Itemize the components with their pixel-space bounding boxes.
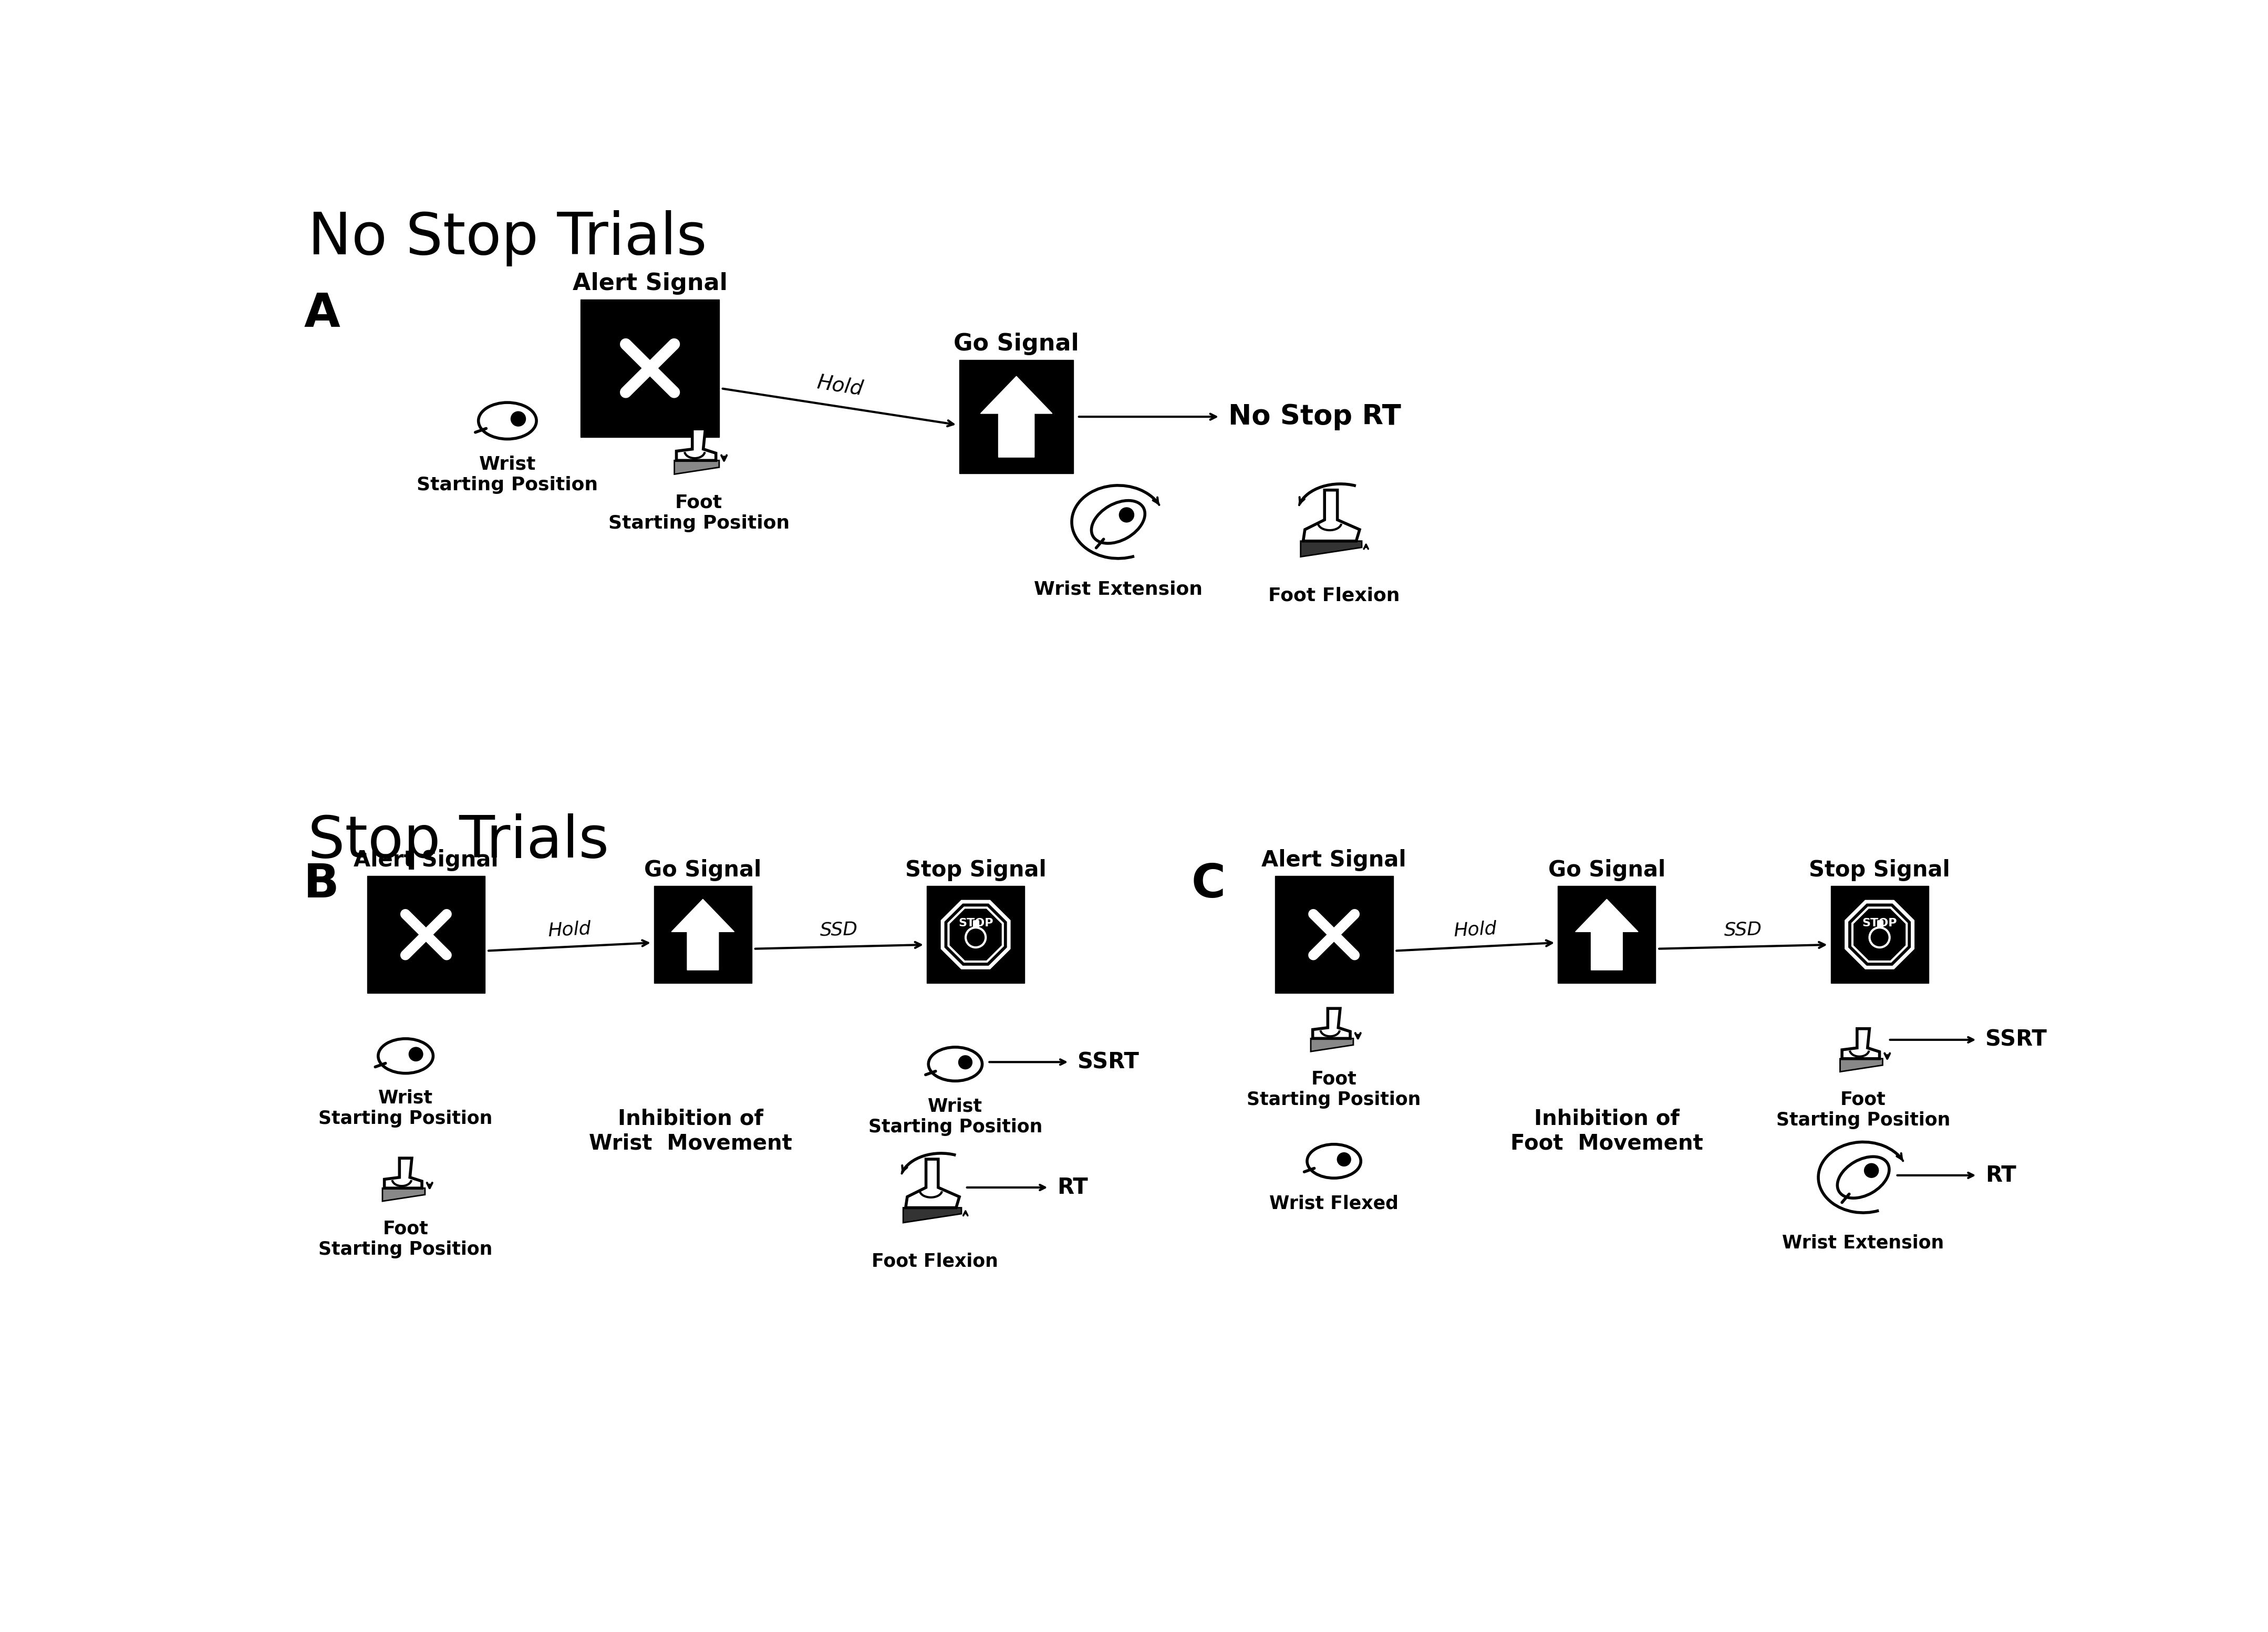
Bar [1830, 886, 1928, 982]
Text: Foot
Starting Position: Foot Starting Position [608, 493, 789, 532]
Polygon shape [676, 429, 717, 460]
Text: Wrist Extension: Wrist Extension [1783, 1234, 1944, 1252]
Text: SSD: SSD [819, 920, 857, 940]
Polygon shape [674, 460, 719, 475]
Text: Wrist
Starting Position: Wrist Starting Position [869, 1097, 1043, 1136]
Text: Alert Signal: Alert Signal [1261, 849, 1406, 871]
Text: A: A [304, 292, 340, 338]
Text: Wrist
Starting Position: Wrist Starting Position [318, 1089, 492, 1128]
Bar [581, 299, 719, 437]
Polygon shape [903, 1208, 962, 1222]
Text: Stop Signal: Stop Signal [1810, 858, 1950, 881]
Polygon shape [943, 902, 1009, 968]
Ellipse shape [479, 403, 538, 439]
Polygon shape [383, 1188, 424, 1201]
Circle shape [1864, 1164, 1878, 1178]
Polygon shape [1313, 1009, 1349, 1038]
Polygon shape [383, 1159, 422, 1188]
Ellipse shape [928, 1048, 982, 1080]
Text: SSRT: SSRT [1077, 1051, 1139, 1074]
Text: No Stop Trials: No Stop Trials [308, 211, 708, 266]
Bar [928, 886, 1025, 982]
Polygon shape [980, 377, 1052, 457]
Bar [653, 886, 751, 982]
Text: No Stop RT: No Stop RT [1227, 403, 1402, 431]
Polygon shape [1842, 1028, 1880, 1059]
Polygon shape [1300, 542, 1361, 557]
Bar [1558, 886, 1656, 982]
Bar [959, 361, 1073, 473]
Ellipse shape [1306, 1144, 1361, 1178]
Text: Alert Signal: Alert Signal [572, 273, 728, 294]
Text: Wrist
Starting Position: Wrist Starting Position [417, 455, 599, 494]
Text: Hold: Hold [547, 919, 592, 940]
Polygon shape [1304, 490, 1359, 542]
Text: Wrist Flexed: Wrist Flexed [1270, 1195, 1399, 1213]
Circle shape [1336, 1152, 1352, 1167]
Text: STOP: STOP [1862, 917, 1896, 929]
Text: RT: RT [1984, 1164, 2016, 1186]
Text: STOP: STOP [957, 917, 993, 929]
Polygon shape [1846, 902, 1912, 968]
Bar [367, 876, 485, 994]
Text: Foot Flexion: Foot Flexion [1268, 586, 1399, 604]
Text: Go Signal: Go Signal [953, 333, 1080, 356]
Text: Foot
Starting Position: Foot Starting Position [318, 1219, 492, 1258]
Polygon shape [671, 899, 735, 969]
Text: Inhibition of
Wrist  Movement: Inhibition of Wrist Movement [590, 1108, 792, 1154]
Text: Foot
Starting Position: Foot Starting Position [1247, 1071, 1422, 1108]
Text: Wrist Extension: Wrist Extension [1034, 581, 1202, 599]
Circle shape [1118, 508, 1134, 522]
Circle shape [957, 1056, 973, 1069]
Bar [1275, 876, 1393, 994]
Polygon shape [1311, 1038, 1354, 1051]
Text: Go Signal: Go Signal [1549, 858, 1665, 881]
Text: Stop Trials: Stop Trials [308, 813, 610, 870]
Circle shape [510, 411, 526, 426]
Polygon shape [1839, 1059, 1882, 1072]
Text: B: B [304, 862, 340, 907]
Text: Inhibition of
Foot  Movement: Inhibition of Foot Movement [1510, 1108, 1703, 1154]
Text: RT: RT [1057, 1177, 1089, 1198]
Circle shape [408, 1046, 424, 1061]
Ellipse shape [379, 1038, 433, 1074]
Text: C: C [1191, 862, 1225, 907]
Text: Foot Flexion: Foot Flexion [871, 1252, 998, 1270]
Text: Foot
Starting Position: Foot Starting Position [1776, 1090, 1950, 1129]
Text: SSRT: SSRT [1984, 1028, 2046, 1051]
Ellipse shape [1837, 1157, 1889, 1198]
Text: Go Signal: Go Signal [644, 858, 762, 881]
Ellipse shape [1091, 501, 1145, 543]
Polygon shape [905, 1159, 959, 1208]
Polygon shape [1576, 899, 1637, 969]
Text: Alert Signal: Alert Signal [354, 849, 499, 871]
Text: Hold: Hold [816, 372, 864, 400]
Text: SSD: SSD [1724, 920, 1762, 940]
Text: Stop Signal: Stop Signal [905, 858, 1046, 881]
Text: Hold: Hold [1454, 919, 1497, 940]
